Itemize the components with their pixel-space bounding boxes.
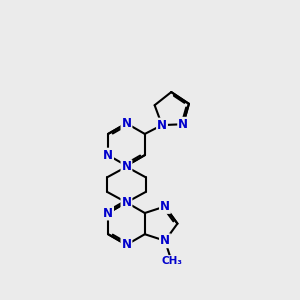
Text: N: N [160, 200, 170, 213]
Text: N: N [122, 238, 131, 251]
Text: N: N [122, 117, 131, 130]
Text: CH₃: CH₃ [161, 256, 182, 266]
Text: N: N [160, 234, 170, 247]
Text: N: N [178, 118, 188, 131]
Text: N: N [103, 206, 113, 220]
Text: N: N [103, 148, 113, 162]
Text: N: N [122, 196, 131, 209]
Text: N: N [122, 160, 131, 173]
Text: N: N [157, 118, 167, 132]
